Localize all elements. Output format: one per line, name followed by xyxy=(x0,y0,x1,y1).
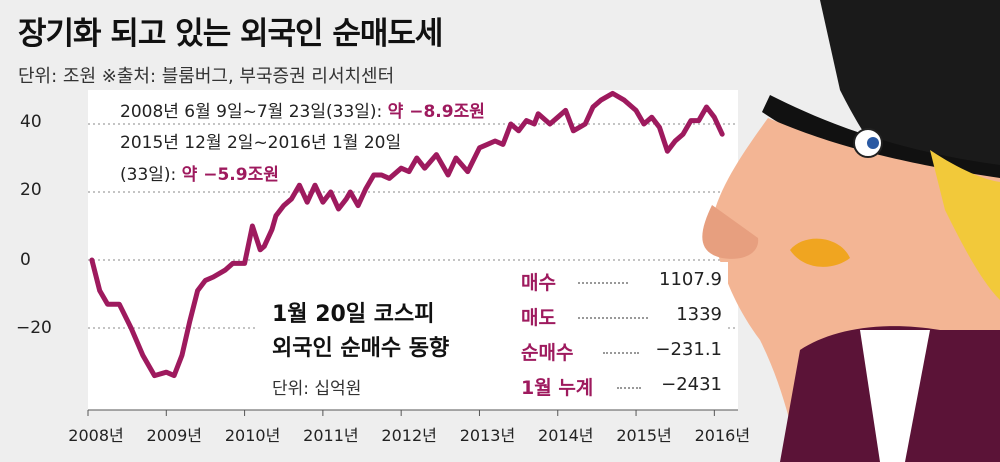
inset-row-label: 매수 xyxy=(521,272,556,294)
inset-row-value: −2431 xyxy=(661,374,722,395)
eye-pupil xyxy=(867,137,879,149)
leader-dots xyxy=(578,282,628,284)
x-tick-label: 2016년 xyxy=(694,426,751,445)
x-tick-label: 2008년 xyxy=(68,426,124,445)
note-line-3-text: (33일): xyxy=(120,165,182,185)
x-tick-label: 2015년 xyxy=(616,426,672,445)
x-tick-label: 2010년 xyxy=(224,426,281,445)
leader-dots xyxy=(617,387,641,389)
investor-character-illustration xyxy=(702,0,1000,462)
shirt xyxy=(860,330,930,462)
y-tick-label: −20 xyxy=(16,318,52,338)
x-tick-marks xyxy=(87,410,715,416)
leader-dots xyxy=(603,352,639,354)
inset-title-line-2: 외국인 순매수 동향 xyxy=(272,336,450,361)
inset-row-label: 1월 누계 xyxy=(521,377,594,399)
note-line-1-value: 약 −8.9조원 xyxy=(387,102,485,122)
chart-title: 장기화 되고 있는 외국인 순매도세 xyxy=(18,16,443,52)
y-tick-label: 20 xyxy=(20,180,42,200)
note-line-1-text: 2008년 6월 9일~7월 23일(33일): xyxy=(120,102,388,122)
inset-box xyxy=(258,262,728,402)
inset-row-value: −231.1 xyxy=(655,339,722,360)
unit-source-note: 단위: 조원 ※출처: 블룸버그, 부국증권 리서치센터 xyxy=(18,66,395,87)
inset-row-value: 1339 xyxy=(676,304,722,325)
y-tick-label: 40 xyxy=(20,112,42,132)
series-line xyxy=(89,90,725,379)
inset-row-label: 순매수 xyxy=(521,342,574,364)
nose xyxy=(702,205,759,259)
note-line-3: (33일): 약 −5.9조원 xyxy=(120,160,279,185)
note-line-1: 2008년 6월 9일~7월 23일(33일): 약 −8.9조원 xyxy=(120,97,485,122)
x-tick-label: 2014년 xyxy=(538,426,594,445)
x-tick-label: 2013년 xyxy=(459,426,516,445)
leader-dots xyxy=(578,317,648,319)
inset-title-line-1: 1월 20일 코스피 xyxy=(272,302,435,327)
note-line-3-value: 약 −5.9조원 xyxy=(181,165,279,185)
y-tick-label: 0 xyxy=(20,250,31,270)
inset-unit: 단위: 십억원 xyxy=(272,379,362,399)
x-tick-label: 2009년 xyxy=(146,426,203,445)
inset-row-value: 1107.9 xyxy=(659,269,722,290)
note-line-2: 2015년 12월 2일~2016년 1월 20일 xyxy=(120,133,402,153)
moustache xyxy=(790,238,850,267)
x-tick-label: 2012년 xyxy=(381,426,437,445)
hair xyxy=(930,150,1000,300)
x-tick-label: 2011년 xyxy=(303,426,359,445)
inset-row-label: 매도 xyxy=(521,307,556,329)
